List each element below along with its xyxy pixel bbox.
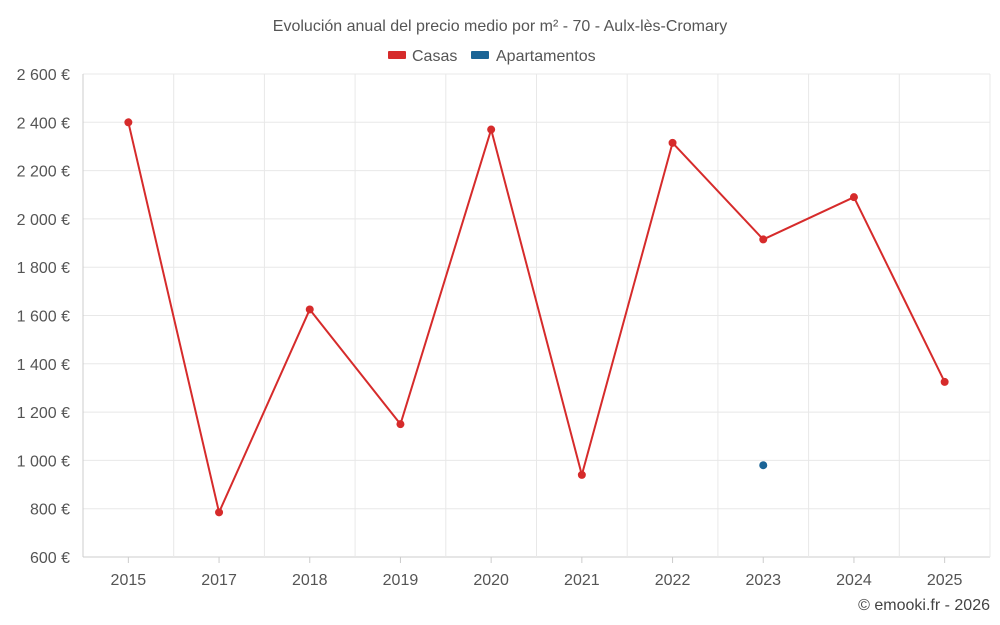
- data-point-casas[interactable]: [849, 193, 858, 202]
- x-tick-label: 2015: [111, 572, 147, 589]
- x-tick-label: 2021: [564, 572, 600, 589]
- legend-swatch-apartamentos: [471, 51, 489, 59]
- data-point-casas[interactable]: [215, 508, 224, 517]
- data-point-casas[interactable]: [487, 125, 496, 134]
- credit-text: © emooki.fr - 2026: [858, 597, 990, 614]
- x-tick-label: 2024: [836, 572, 872, 589]
- data-point-casas[interactable]: [396, 420, 405, 429]
- x-tick-label: 2025: [927, 572, 963, 589]
- y-tick-label: 2 600 €: [17, 67, 70, 84]
- data-point-apartamentos[interactable]: [759, 461, 768, 470]
- data-point-casas[interactable]: [940, 377, 949, 386]
- data-point-casas[interactable]: [305, 305, 314, 314]
- y-tick-label: 1 400 €: [17, 357, 70, 374]
- x-tick-label: 2020: [473, 572, 509, 589]
- x-tick-label: 2019: [383, 572, 419, 589]
- data-point-casas[interactable]: [759, 235, 768, 244]
- y-tick-label: 1 000 €: [17, 453, 70, 470]
- data-point-casas[interactable]: [124, 118, 133, 127]
- legend: Casas Apartamentos: [388, 48, 596, 65]
- chart-title: Evolución anual del precio medio por m² …: [273, 18, 727, 35]
- y-tick-label: 2 000 €: [17, 212, 70, 229]
- y-axis-ticks: 600 € 800 € 1 000 € 1 200 € 1 400 € 1 600 € 1 …: [17, 67, 70, 567]
- legend-swatch-casas: [388, 51, 406, 59]
- y-tick-label: 2 200 €: [17, 164, 70, 181]
- legend-item-casas[interactable]: Casas: [388, 48, 457, 65]
- y-tick-label: 1 200 €: [17, 405, 70, 422]
- legend-item-apartamentos[interactable]: Apartamentos: [471, 48, 596, 65]
- legend-label-casas: Casas: [412, 48, 457, 65]
- x-tick-label: 2017: [201, 572, 237, 589]
- y-tick-label: 1 600 €: [17, 309, 70, 326]
- y-tick-label: 1 800 €: [17, 260, 70, 277]
- x-tick-label: 2018: [292, 572, 328, 589]
- x-axis-ticks: 2015 2017 2018 2019 2020 2021 2022 2023 2024 2025: [111, 557, 963, 589]
- y-tick-label: 800 €: [30, 502, 70, 519]
- data-point-casas[interactable]: [668, 138, 677, 147]
- y-tick-label: 600 €: [30, 550, 70, 567]
- series-line-casas: [127, 122, 946, 514]
- data-point-casas[interactable]: [577, 470, 586, 479]
- x-tick-label: 2023: [745, 572, 781, 589]
- y-tick-label: 2 400 €: [17, 115, 70, 132]
- series-layer: [124, 118, 949, 517]
- grid: [82, 73, 991, 558]
- x-tick-label: 2022: [655, 572, 691, 589]
- legend-label-apartamentos: Apartamentos: [496, 48, 596, 65]
